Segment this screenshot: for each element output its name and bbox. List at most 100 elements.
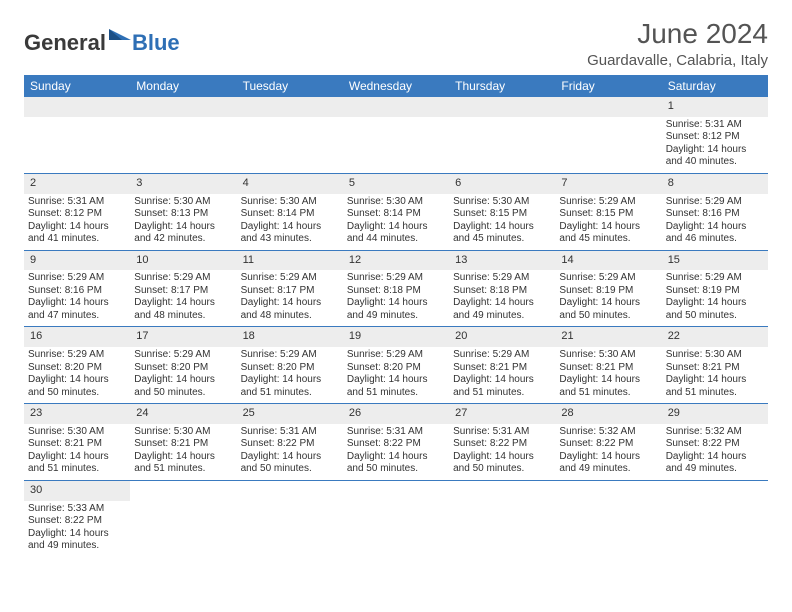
daynum-row: 9101112131415 [24,250,768,270]
day-content-cell: Sunrise: 5:31 AMSunset: 8:22 PMDaylight:… [449,424,555,481]
daylight-text: and 44 minutes. [347,233,445,246]
day-number: 23 [30,407,42,419]
day-number: 3 [136,177,142,189]
day-content-cell [449,117,555,174]
day-content-cell: Sunrise: 5:30 AMSunset: 8:13 PMDaylight:… [130,194,236,251]
day-number-cell: 27 [449,404,555,424]
day-number: 4 [243,177,249,189]
day-number-cell [449,97,555,117]
day-content-cell: Sunrise: 5:29 AMSunset: 8:20 PMDaylight:… [24,347,130,404]
day-number-cell [24,97,130,117]
day-number-cell: 12 [343,250,449,270]
day-number: 16 [30,330,42,342]
daylight-text: Daylight: 14 hours [559,221,657,234]
day-number-cell: 21 [555,327,661,347]
sunset-text: Sunset: 8:21 PM [666,362,764,375]
weekday-header: Monday [130,75,236,97]
daylight-text: Daylight: 14 hours [134,221,232,234]
day-number-cell: 20 [449,327,555,347]
day-number-cell: 7 [555,173,661,193]
day-content-cell: Sunrise: 5:31 AMSunset: 8:22 PMDaylight:… [343,424,449,481]
logo-text-blue: Blue [132,30,180,56]
day-content-cell: Sunrise: 5:29 AMSunset: 8:17 PMDaylight:… [130,270,236,327]
daylight-text: Daylight: 14 hours [241,451,339,464]
day-number-cell [662,480,768,500]
day-number: 19 [349,330,361,342]
day-number: 24 [136,407,148,419]
sunrise-text: Sunrise: 5:29 AM [134,349,232,362]
day-number: 29 [668,407,680,419]
day-content-cell: Sunrise: 5:30 AMSunset: 8:21 PMDaylight:… [662,347,768,404]
sunrise-text: Sunrise: 5:29 AM [559,272,657,285]
sunrise-text: Sunrise: 5:29 AM [28,272,126,285]
daylight-text: Daylight: 14 hours [28,528,126,541]
sunset-text: Sunset: 8:15 PM [453,208,551,221]
daylight-text: and 51 minutes. [134,463,232,476]
day-content-cell: Sunrise: 5:31 AMSunset: 8:12 PMDaylight:… [662,117,768,174]
daylight-text: Daylight: 14 hours [241,297,339,310]
day-content-cell: Sunrise: 5:30 AMSunset: 8:14 PMDaylight:… [237,194,343,251]
sunrise-text: Sunrise: 5:31 AM [241,426,339,439]
daylight-text: and 51 minutes. [347,387,445,400]
daylight-text: Daylight: 14 hours [559,297,657,310]
sunset-text: Sunset: 8:15 PM [559,208,657,221]
sunrise-text: Sunrise: 5:31 AM [28,196,126,209]
day-number-cell [237,97,343,117]
sunrise-text: Sunrise: 5:31 AM [347,426,445,439]
day-number-cell: 4 [237,173,343,193]
sunrise-text: Sunrise: 5:31 AM [453,426,551,439]
weekday-header: Sunday [24,75,130,97]
day-number-cell: 18 [237,327,343,347]
day-number: 21 [561,330,573,342]
sunset-text: Sunset: 8:13 PM [134,208,232,221]
day-number-cell: 3 [130,173,236,193]
daylight-text: and 45 minutes. [559,233,657,246]
weekday-header: Friday [555,75,661,97]
day-content-cell: Sunrise: 5:31 AMSunset: 8:22 PMDaylight:… [237,424,343,481]
daylight-text: Daylight: 14 hours [666,144,764,157]
day-content-cell [130,501,236,557]
daylight-text: Daylight: 14 hours [134,451,232,464]
day-content-cell: Sunrise: 5:29 AMSunset: 8:16 PMDaylight:… [662,194,768,251]
day-number-cell: 29 [662,404,768,424]
daylight-text: and 48 minutes. [134,310,232,323]
sunset-text: Sunset: 8:19 PM [666,285,764,298]
day-content-row: Sunrise: 5:29 AMSunset: 8:20 PMDaylight:… [24,347,768,404]
daylight-text: and 41 minutes. [28,233,126,246]
daylight-text: and 48 minutes. [241,310,339,323]
day-number: 5 [349,177,355,189]
day-content-cell: Sunrise: 5:29 AMSunset: 8:19 PMDaylight:… [555,270,661,327]
daylight-text: and 49 minutes. [559,463,657,476]
sunrise-text: Sunrise: 5:29 AM [453,272,551,285]
day-number: 7 [561,177,567,189]
day-number: 1 [668,100,674,112]
sunset-text: Sunset: 8:12 PM [28,208,126,221]
sunrise-text: Sunrise: 5:30 AM [241,196,339,209]
sunset-text: Sunset: 8:16 PM [666,208,764,221]
sunset-text: Sunset: 8:22 PM [559,438,657,451]
flag-icon [108,28,132,51]
logo-text-general: General [24,30,106,56]
calendar-table: Sunday Monday Tuesday Wednesday Thursday… [24,75,768,557]
daylight-text: Daylight: 14 hours [347,374,445,387]
daynum-row: 30 [24,480,768,500]
day-number-cell [555,97,661,117]
sunrise-text: Sunrise: 5:29 AM [453,349,551,362]
day-content-cell: Sunrise: 5:29 AMSunset: 8:19 PMDaylight:… [662,270,768,327]
sunrise-text: Sunrise: 5:30 AM [134,426,232,439]
sunrise-text: Sunrise: 5:29 AM [28,349,126,362]
sunrise-text: Sunrise: 5:30 AM [559,349,657,362]
day-number-cell: 11 [237,250,343,270]
day-content-cell: Sunrise: 5:33 AMSunset: 8:22 PMDaylight:… [24,501,130,557]
page-subtitle: Guardavalle, Calabria, Italy [587,52,768,69]
day-content-cell: Sunrise: 5:29 AMSunset: 8:17 PMDaylight:… [237,270,343,327]
day-number: 11 [243,254,254,266]
daynum-row: 2345678 [24,173,768,193]
sunset-text: Sunset: 8:22 PM [666,438,764,451]
day-number-cell: 22 [662,327,768,347]
daylight-text: Daylight: 14 hours [28,221,126,234]
day-number-cell: 14 [555,250,661,270]
daylight-text: and 51 minutes. [241,387,339,400]
day-number-cell: 6 [449,173,555,193]
daylight-text: and 46 minutes. [666,233,764,246]
